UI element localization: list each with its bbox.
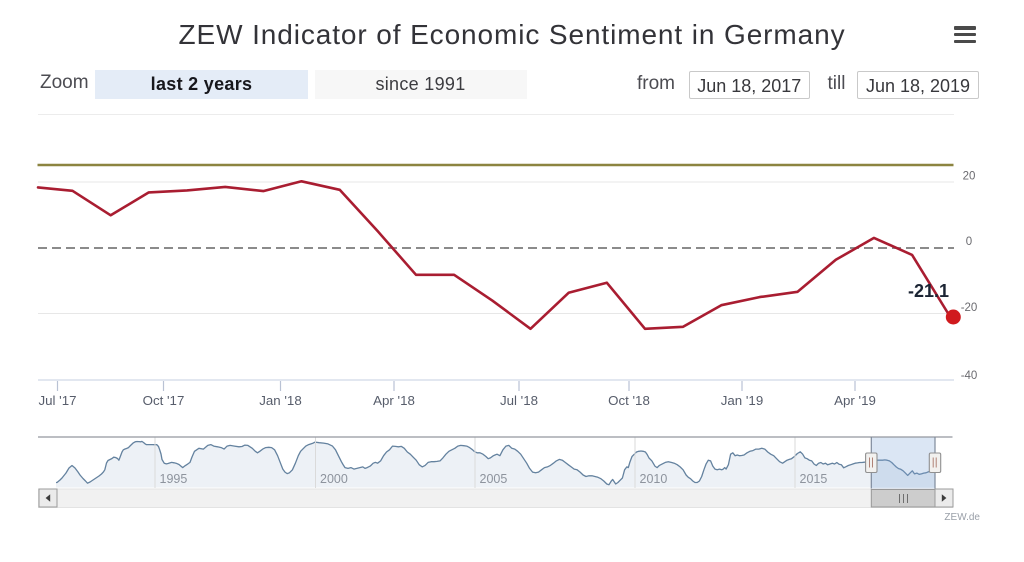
svg-text:Apr '18: Apr '18 (373, 393, 415, 408)
svg-text:Oct '18: Oct '18 (608, 393, 650, 408)
svg-text:1995: 1995 (160, 472, 188, 486)
svg-text:-40: -40 (961, 370, 978, 382)
svg-text:Jul '17: Jul '17 (38, 393, 76, 408)
svg-text:Jul '18: Jul '18 (500, 393, 538, 408)
svg-text:Oct '17: Oct '17 (143, 393, 185, 408)
svg-text:20: 20 (963, 171, 976, 183)
svg-text:2015: 2015 (800, 472, 828, 486)
svg-text:2010: 2010 (640, 472, 668, 486)
svg-text:Jan '19: Jan '19 (721, 393, 763, 408)
svg-text:0: 0 (966, 236, 972, 248)
svg-text:-20: -20 (961, 302, 978, 314)
svg-text:2000: 2000 (320, 472, 348, 486)
svg-text:ZEW.de: ZEW.de (944, 512, 980, 523)
svg-text:2005: 2005 (480, 472, 508, 486)
svg-text:Apr '19: Apr '19 (834, 393, 876, 408)
svg-text:-21.1: -21.1 (908, 281, 949, 301)
svg-text:Jan '18: Jan '18 (259, 393, 301, 408)
